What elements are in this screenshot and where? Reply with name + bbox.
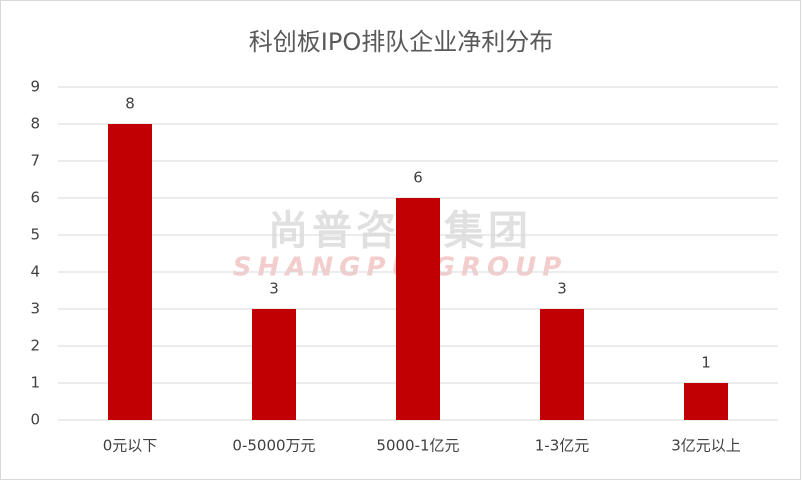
y-tick-label: 8 [30,115,40,133]
bar [540,309,584,420]
y-tick-label: 4 [30,263,40,281]
bar [252,309,296,420]
x-tick-label: 0元以下 [103,437,158,455]
data-label: 3 [269,280,279,298]
bar [684,383,728,420]
chart-title: 科创板IPO排队企业净利分布 [249,28,553,56]
y-tick-label: 0 [30,411,40,429]
y-tick-label: 2 [30,337,40,355]
data-label: 8 [125,95,135,113]
data-label: 6 [413,169,423,187]
x-tick-label: 1-3亿元 [535,437,590,455]
y-tick-label: 7 [30,152,40,170]
x-tick-label: 3亿元以上 [671,437,741,455]
y-tick-label: 6 [30,189,40,207]
y-tick-label: 1 [30,374,40,392]
y-tick-label: 5 [30,226,40,244]
x-tick-label: 0-5000万元 [232,437,315,455]
bar [108,124,152,420]
data-label: 3 [557,280,567,298]
y-tick-label: 3 [30,300,40,318]
bar [396,198,440,420]
data-label: 1 [701,354,711,372]
x-tick-label: 5000-1亿元 [376,437,459,455]
y-tick-label: 9 [30,78,40,96]
